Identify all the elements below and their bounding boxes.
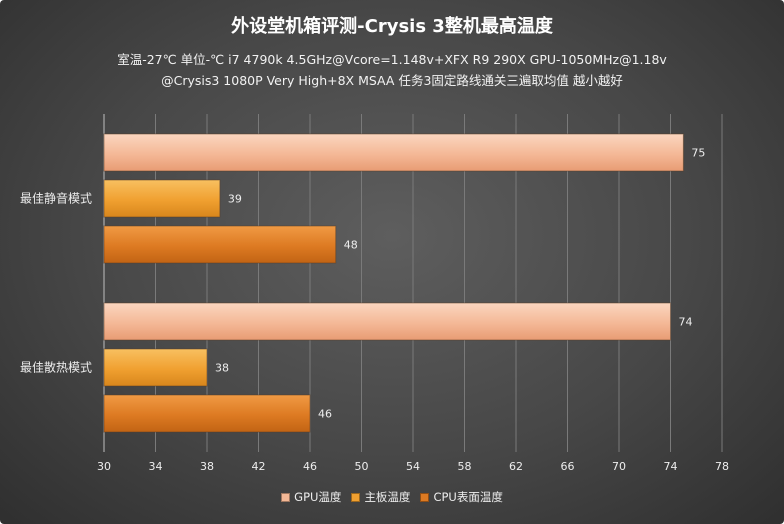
x-tick-label: 38 xyxy=(200,460,214,473)
x-tick-label: 54 xyxy=(406,460,420,473)
x-tick-label: 78 xyxy=(715,460,729,473)
x-tick-label: 42 xyxy=(252,460,266,473)
chart-subtitle-line-2: @Crysis3 1080P Very High+8X MSAA 任务3固定路线… xyxy=(161,73,623,88)
legend-label: CPU表面温度 xyxy=(433,490,503,504)
data-label: 38 xyxy=(215,362,229,375)
x-tick-label: 74 xyxy=(664,460,678,473)
legend-item: GPU温度 xyxy=(281,489,341,505)
legend-swatch xyxy=(351,492,361,502)
x-tick-label: 70 xyxy=(612,460,626,473)
bar xyxy=(103,348,208,387)
bar xyxy=(103,394,311,433)
chart-subtitle-line-1: 室温-27℃ 单位-℃ i7 4790k 4.5GHz@Vcore=1.148v… xyxy=(117,52,667,67)
bar xyxy=(103,302,671,341)
legend-swatch xyxy=(281,492,291,502)
x-tick-label: 34 xyxy=(149,460,163,473)
x-tick-label: 50 xyxy=(355,460,369,473)
data-label: 74 xyxy=(679,316,693,329)
x-tick-label: 66 xyxy=(561,460,575,473)
data-label: 75 xyxy=(691,147,705,160)
legend-label: GPU温度 xyxy=(294,490,342,504)
category-label: 最佳静音模式 xyxy=(20,191,92,206)
x-tick-label: 58 xyxy=(458,460,472,473)
category-label: 最佳散热模式 xyxy=(20,360,92,375)
data-label: 39 xyxy=(228,193,242,206)
legend-item: 主板温度 xyxy=(351,489,410,505)
bar xyxy=(103,179,221,218)
bar xyxy=(103,133,684,172)
x-tick-label: 62 xyxy=(509,460,523,473)
x-tick-label: 46 xyxy=(303,460,317,473)
chart-title: 外设堂机箱评测-Crysis 3整机最高温度 xyxy=(231,16,553,37)
legend-label: 主板温度 xyxy=(364,490,411,504)
legend: GPU温度 主板温度 CPU表面温度 xyxy=(0,489,784,505)
x-tick-label: 30 xyxy=(97,460,111,473)
bar xyxy=(103,225,337,264)
data-label: 46 xyxy=(318,408,332,421)
legend-item: CPU表面温度 xyxy=(420,489,503,505)
data-label: 48 xyxy=(344,239,358,252)
legend-swatch xyxy=(420,492,430,502)
